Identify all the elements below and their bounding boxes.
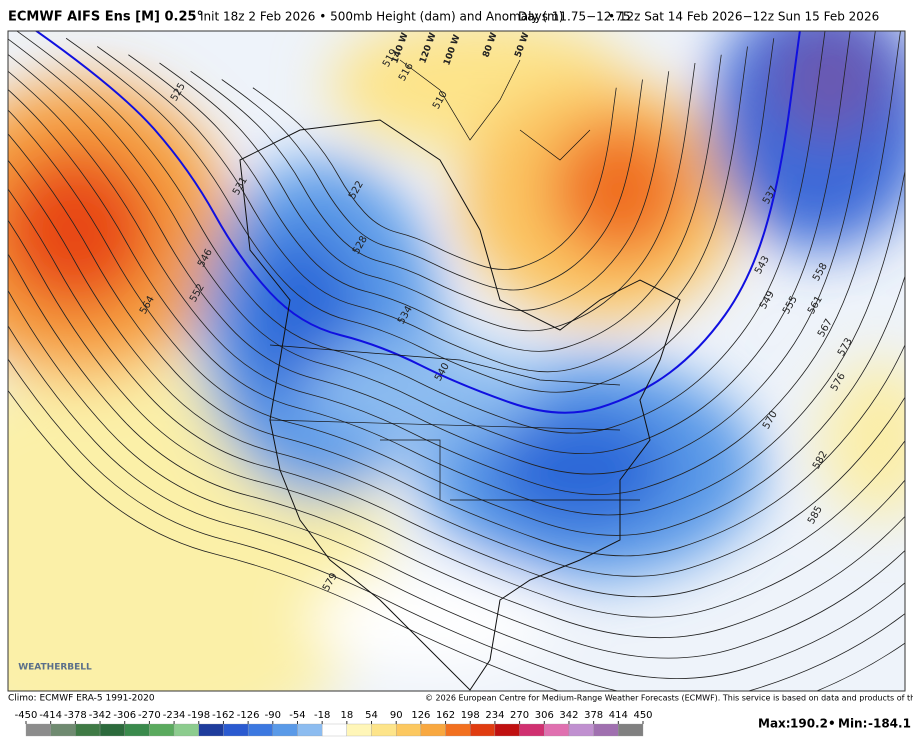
colorbar-tick-label: 342 (559, 710, 578, 721)
contour-line (128, 54, 722, 352)
contour-line (8, 325, 905, 679)
contour-line (8, 389, 905, 691)
colorbar-segment (494, 723, 520, 737)
colorbar-segment (470, 723, 496, 737)
contour-540 (34, 31, 801, 414)
contour-line (8, 133, 905, 557)
copyright: © 2026 European Centre for Medium-Range … (425, 694, 913, 703)
colorbar-segment (25, 723, 51, 737)
borders (269, 344, 640, 501)
contour-line (16, 31, 826, 434)
colorbar-segment (618, 723, 644, 737)
colorbar-tick-label: -126 (237, 710, 260, 721)
contour-line (190, 70, 670, 311)
contour-line (8, 289, 905, 659)
colorbar-segment (124, 723, 150, 737)
colorbar-tick-label: 162 (436, 710, 455, 721)
colorbar-tick-label: 378 (584, 710, 603, 721)
days-title: Days 11.75−12.75 (518, 10, 631, 24)
colorbar-segment (99, 723, 125, 737)
contour-line (8, 31, 876, 475)
colorbar-tick-label: -306 (113, 710, 136, 721)
colorbar-segment (568, 723, 594, 737)
colorbar-segment (346, 723, 372, 737)
colorbar-tick-label: 234 (485, 710, 504, 721)
colorbar-segment (173, 723, 199, 737)
colorbar-segment (420, 723, 446, 737)
colorbar-segment (223, 723, 249, 737)
colorbar-tick-label: -342 (89, 710, 112, 721)
arctic-islands (399, 59, 591, 161)
colorbar-segment (198, 723, 224, 737)
climo: Climo: ECMWF ERA-5 1991-2020 (8, 694, 155, 704)
colorbar-segment (396, 723, 422, 737)
colorbar-segment (445, 723, 471, 737)
colorbar-segment (50, 723, 76, 737)
colorbar-tick-label: 90 (390, 710, 403, 721)
colorbar-tick-label: 450 (633, 710, 652, 721)
colorbar-tick-label: 306 (535, 710, 554, 721)
contour-line (159, 62, 696, 332)
colorbar-segment (519, 723, 545, 737)
colorbar-segment (75, 723, 101, 737)
min-value: -184.1 (868, 717, 911, 731)
contour-line (221, 79, 643, 291)
height-contours (8, 31, 905, 691)
max-label: Max: (758, 717, 791, 731)
min-label: Min: (838, 717, 867, 731)
colorbar-segment (322, 723, 347, 737)
colorbar-segment (247, 723, 273, 737)
colorbar-tick-label: 198 (461, 710, 480, 721)
colorbar-tick-label: -90 (265, 710, 281, 721)
logo: WEATHERBELL (18, 663, 92, 673)
contour-line (8, 159, 905, 577)
init-title: Init 18z 2 Feb 2026 • 500mb Height (dam)… (200, 10, 563, 24)
contour-line (8, 219, 905, 618)
colorbar-segment (593, 723, 619, 737)
colorbar-tick-label: -54 (289, 710, 305, 721)
contour-line (8, 188, 905, 598)
contour-line (8, 31, 901, 495)
colorbar-tick-label: 54 (365, 710, 378, 721)
colorbar-tick-label: -198 (187, 710, 210, 721)
colorbar-tick-label: -234 (163, 710, 186, 721)
contour-line (65, 37, 775, 393)
colorbar-segment (272, 723, 298, 737)
min-label: • (828, 717, 836, 731)
colorbar-tick-label: -18 (314, 710, 330, 721)
contour-line (8, 358, 905, 691)
colorbar-segment (544, 723, 570, 737)
colorbar-segment (297, 723, 323, 737)
contour-line (8, 253, 905, 639)
max-value: 190.2 (790, 717, 828, 731)
colorbar-tick-label: -162 (212, 710, 235, 721)
colorbar-tick-label: -414 (39, 710, 62, 721)
colorbar-tick-label: 414 (609, 710, 628, 721)
model-title: ECMWF AIFS Ens [M] 0.25° (8, 10, 203, 25)
colorbar-tick-label: 270 (510, 710, 529, 721)
contour-line (97, 46, 748, 373)
colorbar-tick-label: -270 (138, 710, 161, 721)
contour-line (8, 31, 851, 454)
colorbar-segment (371, 723, 397, 737)
contour-line (252, 87, 617, 270)
contour-line (8, 109, 905, 536)
colorbar-tick-label: 18 (340, 710, 353, 721)
colorbar-segment (149, 723, 175, 737)
coastline (239, 119, 681, 691)
map-frame (7, 30, 906, 692)
valid-title: • 12z Sat 14 Feb 2026−12z Sun 15 Feb 202… (608, 10, 879, 24)
contour-line (8, 89, 905, 516)
colorbar: -450 -414 -378 -342 -306 -270 -234 -198 -162 -126… (15, 710, 653, 737)
colorbar-tick-label: -450 (15, 710, 38, 721)
colorbar-tick-label: 126 (411, 710, 430, 721)
colorbar-tick-label: -378 (64, 710, 87, 721)
